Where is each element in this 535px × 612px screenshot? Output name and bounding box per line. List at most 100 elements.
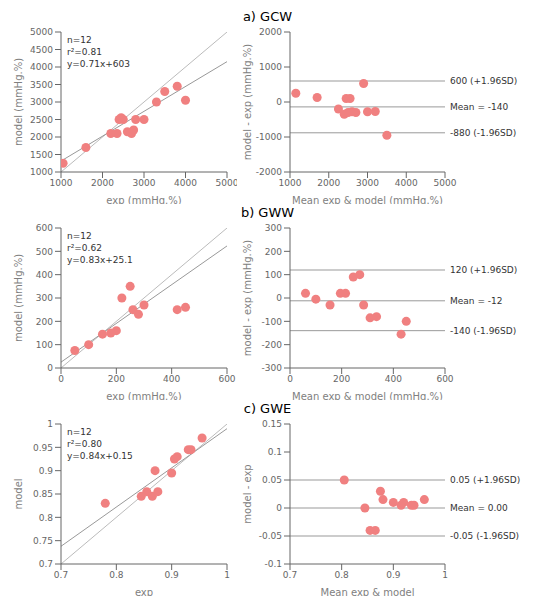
svg-text:model - exp (mmHg.%): model - exp (mmHg.%) <box>242 240 253 356</box>
svg-text:200: 200 <box>265 247 282 257</box>
svg-text:Mean exp & model: Mean exp & model <box>321 587 415 596</box>
svg-text:1000: 1000 <box>30 167 53 177</box>
svg-text:4000: 4000 <box>395 178 418 188</box>
svg-text:-1000: -1000 <box>256 132 282 142</box>
svg-text:300: 300 <box>36 293 53 303</box>
svg-text:120 (+1.96SD): 120 (+1.96SD) <box>450 265 517 275</box>
svg-text:500: 500 <box>36 247 53 257</box>
svg-text:4000: 4000 <box>174 178 197 188</box>
svg-text:-0.1: -0.1 <box>264 559 282 569</box>
svg-text:1: 1 <box>442 570 448 580</box>
svg-text:400: 400 <box>36 270 53 280</box>
svg-text:2000: 2000 <box>30 132 53 142</box>
svg-text:model (mmHg.%): model (mmHg.%) <box>13 58 24 146</box>
svg-text:1000: 1000 <box>50 178 73 188</box>
svg-text:0.15: 0.15 <box>262 419 282 429</box>
svg-text:0.95: 0.95 <box>33 443 53 453</box>
html-text:n=12: n=12 <box>67 231 92 241</box>
svg-text:0.9: 0.9 <box>39 466 54 476</box>
svg-text:-100: -100 <box>262 317 283 327</box>
svg-text:2500: 2500 <box>30 115 53 125</box>
svg-text:-0.05: -0.05 <box>259 531 282 541</box>
svg-text:exp: exp <box>135 587 153 596</box>
svg-text:0.9: 0.9 <box>386 570 401 580</box>
svg-text:-0.05 (-1.96SD): -0.05 (-1.96SD) <box>450 531 519 541</box>
html-text:y=0.83x+25.1: y=0.83x+25.1 <box>67 255 133 266</box>
svg-text:Mean exp & model (mmHg.%): Mean exp & model (mmHg.%) <box>292 391 443 400</box>
svg-text:exp (mmHg.%): exp (mmHg.%) <box>106 195 181 204</box>
svg-text:0.8: 0.8 <box>335 570 350 580</box>
html-text:n=12: n=12 <box>67 35 92 45</box>
svg-text:1500: 1500 <box>30 150 53 160</box>
svg-text:model - exp (mmHg.%): model - exp (mmHg.%) <box>242 44 253 160</box>
svg-text:0.1: 0.1 <box>268 447 282 457</box>
svg-text:model - exp: model - exp <box>242 464 253 523</box>
svg-text:200: 200 <box>333 374 350 384</box>
svg-text:-200: -200 <box>262 340 283 350</box>
html-text:n=12: n=12 <box>67 427 92 437</box>
svg-text:400: 400 <box>163 374 180 384</box>
svg-text:200: 200 <box>108 374 125 384</box>
svg-text:400: 400 <box>385 374 402 384</box>
svg-text:5000: 5000 <box>434 178 457 188</box>
svg-text:0.9: 0.9 <box>165 570 180 580</box>
svg-text:1000: 1000 <box>259 62 282 72</box>
svg-text:Mean = -140: Mean = -140 <box>450 102 508 112</box>
svg-text:0.7: 0.7 <box>283 570 297 580</box>
svg-text:-880 (-1.96SD): -880 (-1.96SD) <box>450 128 516 138</box>
svg-text:1: 1 <box>47 419 53 429</box>
svg-text:600: 600 <box>436 374 453 384</box>
svg-text:2000: 2000 <box>317 178 340 188</box>
svg-text:0.7: 0.7 <box>54 570 68 580</box>
svg-text:5000: 5000 <box>216 178 237 188</box>
svg-text:600 (+1.96SD): 600 (+1.96SD) <box>450 76 517 86</box>
svg-text:0.7: 0.7 <box>39 559 53 569</box>
svg-text:-2000: -2000 <box>256 167 282 177</box>
svg-text:1000: 1000 <box>279 178 302 188</box>
svg-text:4500: 4500 <box>30 45 53 55</box>
svg-text:600: 600 <box>36 223 53 233</box>
svg-text:2000: 2000 <box>91 178 114 188</box>
svg-text:0.05: 0.05 <box>262 475 282 485</box>
svg-text:3500: 3500 <box>30 80 53 90</box>
svg-text:0: 0 <box>58 374 64 384</box>
html-text:b) GWW: b) GWW <box>240 205 295 220</box>
svg-text:200: 200 <box>36 317 53 327</box>
svg-text:600: 600 <box>218 374 235 384</box>
html-text:y=0.84x+0.15: y=0.84x+0.15 <box>67 451 133 462</box>
svg-text:0: 0 <box>47 363 53 373</box>
svg-text:exp (mmHg.%): exp (mmHg.%) <box>106 391 181 400</box>
svg-text:0: 0 <box>276 97 282 107</box>
html-text:a) GCW: a) GCW <box>242 9 293 24</box>
svg-text:0.8: 0.8 <box>39 513 54 523</box>
html-text:r²=0.62: r²=0.62 <box>67 243 102 254</box>
svg-text:0.85: 0.85 <box>33 489 53 499</box>
svg-text:100: 100 <box>265 270 282 280</box>
svg-text:2000: 2000 <box>259 27 282 37</box>
svg-text:5000: 5000 <box>30 27 53 37</box>
svg-text:Mean = 0.00: Mean = 0.00 <box>450 503 508 513</box>
svg-text:Mean = -12: Mean = -12 <box>450 296 502 306</box>
svg-text:100: 100 <box>36 340 53 350</box>
svg-text:model: model <box>13 478 24 509</box>
svg-text:3000: 3000 <box>30 97 53 107</box>
svg-text:3000: 3000 <box>356 178 379 188</box>
html-text:c) GWE: c) GWE <box>243 401 292 416</box>
svg-text:0.8: 0.8 <box>109 570 124 580</box>
svg-text:4000: 4000 <box>30 62 53 72</box>
svg-text:0: 0 <box>276 293 282 303</box>
svg-text:0.75: 0.75 <box>33 536 53 546</box>
svg-text:3000: 3000 <box>133 178 156 188</box>
html-text:y=0.71x+603: y=0.71x+603 <box>67 59 130 70</box>
html-text:r²=0.80: r²=0.80 <box>67 439 102 450</box>
svg-text:-300: -300 <box>262 363 283 373</box>
svg-text:0.05 (+1.96SD): 0.05 (+1.96SD) <box>450 475 520 485</box>
svg-text:model (mmHg.%): model (mmHg.%) <box>13 254 24 342</box>
svg-text:Mean exp & model (mmHg.%): Mean exp & model (mmHg.%) <box>292 195 443 204</box>
svg-text:0: 0 <box>287 374 293 384</box>
svg-text:300: 300 <box>265 223 282 233</box>
html-text:r²=0.81: r²=0.81 <box>67 47 102 58</box>
svg-text:1: 1 <box>224 570 230 580</box>
svg-text:-140 (-1.96SD): -140 (-1.96SD) <box>450 326 516 336</box>
svg-text:0: 0 <box>276 503 282 513</box>
